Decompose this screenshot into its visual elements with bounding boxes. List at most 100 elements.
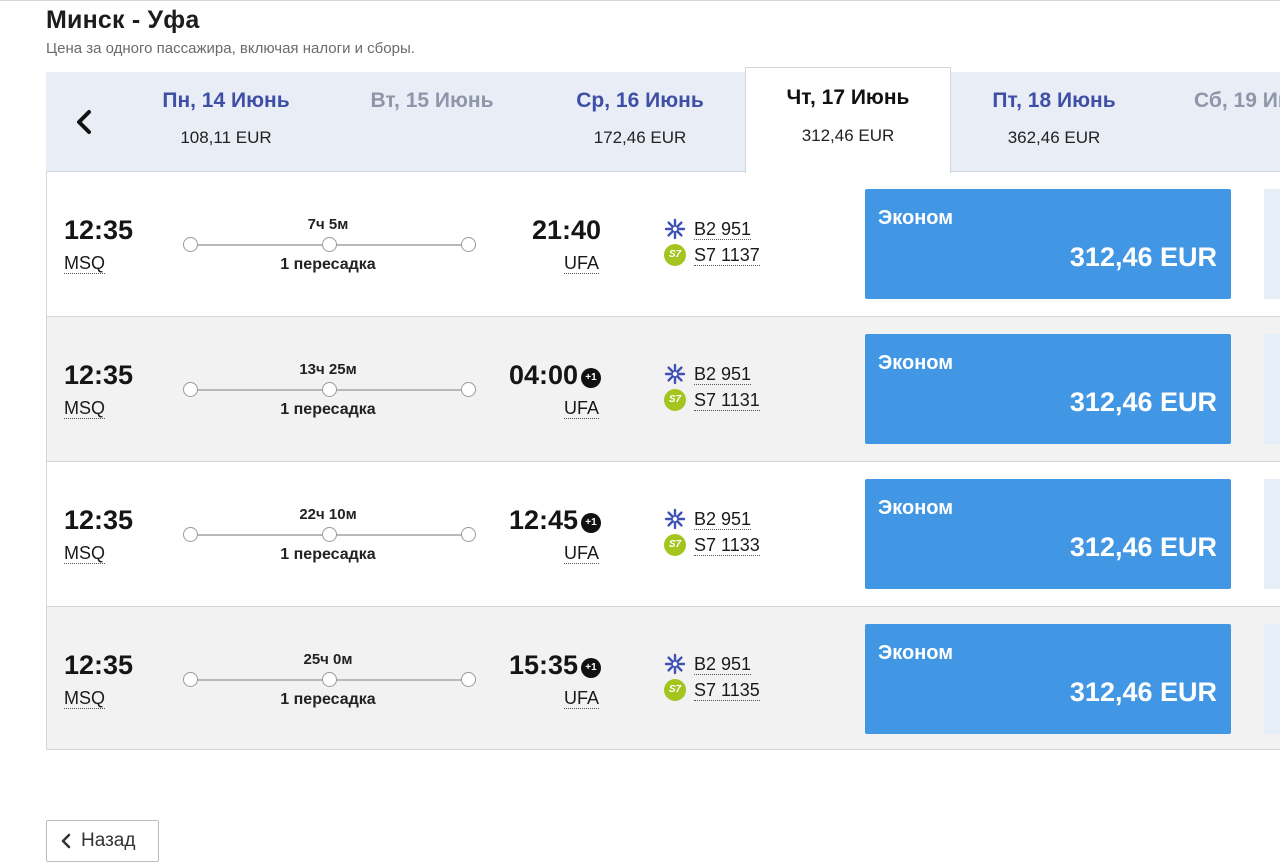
price-note: Цена за одного пассажира, включая налоги… — [46, 40, 415, 57]
stops-count: 1 пересадка — [280, 256, 376, 273]
departure-airport-code[interactable]: MSQ — [64, 688, 106, 709]
carrier-segment: B2 951 — [663, 507, 752, 531]
departure-time: 12:35 — [64, 215, 134, 245]
s7-logo-text: S7 — [664, 244, 686, 266]
next-fare-button[interactable] — [1264, 189, 1280, 299]
date-selector-strip: Пн, 14 Июнь 108,11 EUR Вт, 15 Июнь Ср, 1… — [46, 67, 1280, 173]
date-tab-label: Вт, 15 Июнь — [370, 89, 494, 112]
carrier-segment: S7 S7 1135 — [663, 678, 760, 702]
destination-dot — [461, 382, 476, 397]
fare-price: 312,46 EUR — [1069, 242, 1217, 272]
top-divider — [0, 0, 1280, 1]
flight-number-link[interactable]: B2 951 — [694, 653, 752, 675]
next-day-badge: +1 — [581, 658, 601, 678]
fare-class-label: Эконом — [878, 497, 954, 519]
back-button-label: Назад — [81, 830, 136, 851]
flight-number-link[interactable]: S7 1131 — [694, 389, 760, 411]
stopover-dot — [322, 527, 337, 542]
s7-logo-text: S7 — [664, 389, 686, 411]
date-tab-label: Ср, 16 Июнь — [576, 89, 704, 112]
flight-number-link[interactable]: S7 1133 — [694, 534, 760, 556]
s7-logo-icon: S7 — [663, 678, 687, 702]
flight-number-link[interactable]: B2 951 — [694, 508, 752, 530]
date-tab-label: Чт, 17 Июнь — [786, 86, 910, 109]
flight-number-link[interactable]: B2 951 — [694, 218, 752, 240]
arrival-time: 21:40 — [532, 215, 601, 246]
select-economy-fare-button[interactable]: Эконом 312,46 EUR — [865, 479, 1231, 589]
flight-row: 12:35 MSQ 13ч 25м 1 пересадка 04:00 +1 UF… — [47, 317, 1280, 462]
origin-dot — [183, 672, 198, 687]
origin-dot — [183, 527, 198, 542]
destination-dot — [461, 527, 476, 542]
departure-time: 12:35 — [64, 505, 134, 535]
carrier-segment: S7 S7 1131 — [663, 388, 760, 412]
back-button[interactable]: Назад — [46, 820, 159, 862]
carrier-segment: S7 S7 1137 — [663, 243, 760, 267]
next-fare-button[interactable] — [1264, 624, 1280, 734]
next-fare-button[interactable] — [1264, 334, 1280, 444]
date-tab-price: 108,11 EUR — [180, 128, 272, 147]
arrival-airport-code[interactable]: UFA — [564, 253, 600, 274]
flight-number-link[interactable]: S7 1137 — [694, 244, 760, 266]
carrier-segment: B2 951 — [663, 217, 752, 241]
arrival-time-value: 12:45 — [508, 505, 578, 535]
next-fare-button[interactable] — [1264, 479, 1280, 589]
route-title: Минск - Уфа — [46, 6, 200, 34]
fare-price: 312,46 EUR — [1069, 677, 1217, 707]
arrival-time-value: 21:40 — [531, 215, 601, 245]
select-economy-fare-button[interactable]: Эконом 312,46 EUR — [865, 189, 1231, 299]
date-tab-label: Пт, 18 Июнь — [992, 89, 1116, 112]
flight-number-link[interactable]: B2 951 — [694, 363, 752, 385]
destination-dot — [461, 237, 476, 252]
belavia-logo-icon — [663, 362, 687, 386]
fare-price: 312,46 EUR — [1069, 387, 1217, 417]
arrival-time-value: 15:35 — [508, 650, 578, 680]
flight-results-list: 12:35 MSQ 7ч 5м 1 пересадка 21:40 UFA B2… — [46, 172, 1280, 750]
belavia-logo-icon — [663, 652, 687, 676]
departure-airport-code[interactable]: MSQ — [64, 543, 106, 564]
stopover-dot — [322, 382, 337, 397]
flight-duration: 22ч 10м — [299, 506, 357, 523]
date-tab-wed-16[interactable]: Ср, 16 Июнь 172,46 EUR — [566, 72, 714, 172]
arrival-airport-code[interactable]: UFA — [564, 688, 600, 709]
date-tab-price: 172,46 EUR — [593, 128, 687, 147]
s7-logo-text: S7 — [664, 534, 686, 556]
route-timeline — [183, 382, 476, 398]
departure-airport-code[interactable]: MSQ — [64, 398, 106, 419]
date-tab-label: Пн, 14 Июнь — [162, 89, 290, 112]
arrival-time: 12:45 +1 — [509, 505, 601, 536]
arrival-airport-code[interactable]: UFA — [564, 398, 600, 419]
carrier-segment: B2 951 — [663, 652, 752, 676]
destination-dot — [461, 672, 476, 687]
previous-dates-button[interactable] — [66, 102, 102, 142]
stopover-dot — [322, 237, 337, 252]
s7-logo-icon: S7 — [663, 388, 687, 412]
stops-count: 1 пересадка — [280, 691, 376, 708]
fare-class-label: Эконом — [878, 207, 954, 229]
s7-logo-icon: S7 — [663, 533, 687, 557]
select-economy-fare-button[interactable]: Эконом 312,46 EUR — [865, 624, 1231, 734]
date-tab-price: 312,46 EUR — [801, 126, 895, 145]
date-tab-label: Сб, 19 Ию — [1194, 89, 1280, 112]
next-day-badge: +1 — [581, 368, 601, 388]
date-tab-sat-19: Сб, 19 Ию — [1194, 72, 1280, 172]
s7-logo-text: S7 — [664, 679, 686, 701]
select-economy-fare-button[interactable]: Эконом 312,46 EUR — [865, 334, 1231, 444]
arrival-airport-code[interactable]: UFA — [564, 543, 600, 564]
stops-count: 1 пересадка — [280, 401, 376, 418]
belavia-logo-icon — [663, 217, 687, 241]
chevron-left-icon — [61, 833, 71, 849]
departure-airport-code[interactable]: MSQ — [64, 253, 106, 274]
flight-duration: 13ч 25м — [299, 361, 357, 378]
origin-dot — [183, 382, 198, 397]
origin-dot — [183, 237, 198, 252]
date-tab-thu-17-selected[interactable]: Чт, 17 Июнь 312,46 EUR — [745, 67, 951, 173]
departure-time: 12:35 — [64, 650, 134, 680]
belavia-logo-icon — [663, 507, 687, 531]
arrival-time: 04:00 +1 — [509, 360, 601, 391]
flight-number-link[interactable]: S7 1135 — [694, 679, 760, 701]
date-tab-fri-18[interactable]: Пт, 18 Июнь 362,46 EUR — [980, 72, 1128, 172]
date-tab-mon-14[interactable]: Пн, 14 Июнь 108,11 EUR — [152, 72, 300, 172]
next-day-badge: +1 — [581, 513, 601, 533]
